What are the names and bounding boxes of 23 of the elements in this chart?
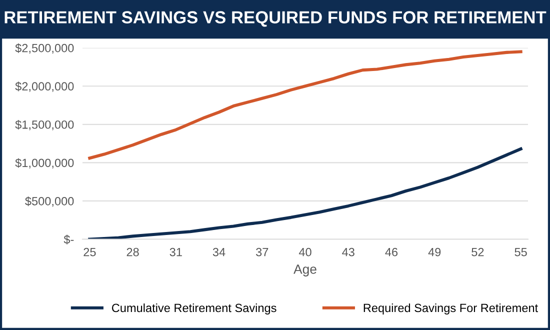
y-tick-label: $1,000,000 <box>15 158 74 168</box>
x-tick-label: 46 <box>385 248 398 256</box>
legend-label: Required Savings For Retirement <box>364 303 538 314</box>
x-tick-label: 37 <box>256 248 268 256</box>
x-tick-label: 49 <box>428 248 441 256</box>
line-series <box>88 147 522 240</box>
y-tick-label: $500,000 <box>25 196 74 207</box>
y-tick-label: $2,500,000 <box>15 43 74 54</box>
x-tick-label: 40 <box>298 248 312 256</box>
x-tick-label: 34 <box>212 248 226 256</box>
x-tick-label: 28 <box>126 248 139 256</box>
y-tick-label: $- <box>64 234 74 244</box>
legend-label: Cumulative Retirement Savings <box>112 303 276 314</box>
y-tick-label: $1,500,000 <box>15 120 74 130</box>
x-tick-label: 31 <box>170 248 182 256</box>
y-tick-label: $2,000,000 <box>15 82 74 92</box>
x-axis-title: Age <box>294 264 316 276</box>
x-tick-label: 55 <box>514 248 527 256</box>
x-tick-label: 43 <box>342 248 354 256</box>
x-tick-label: 25 <box>84 248 96 256</box>
chart-title: RETIREMENT SAVINGS VS REQUIRED FUNDS FOR RETIREMENT <box>4 11 546 27</box>
line-series <box>88 50 522 160</box>
x-tick-label: 52 <box>472 248 484 256</box>
